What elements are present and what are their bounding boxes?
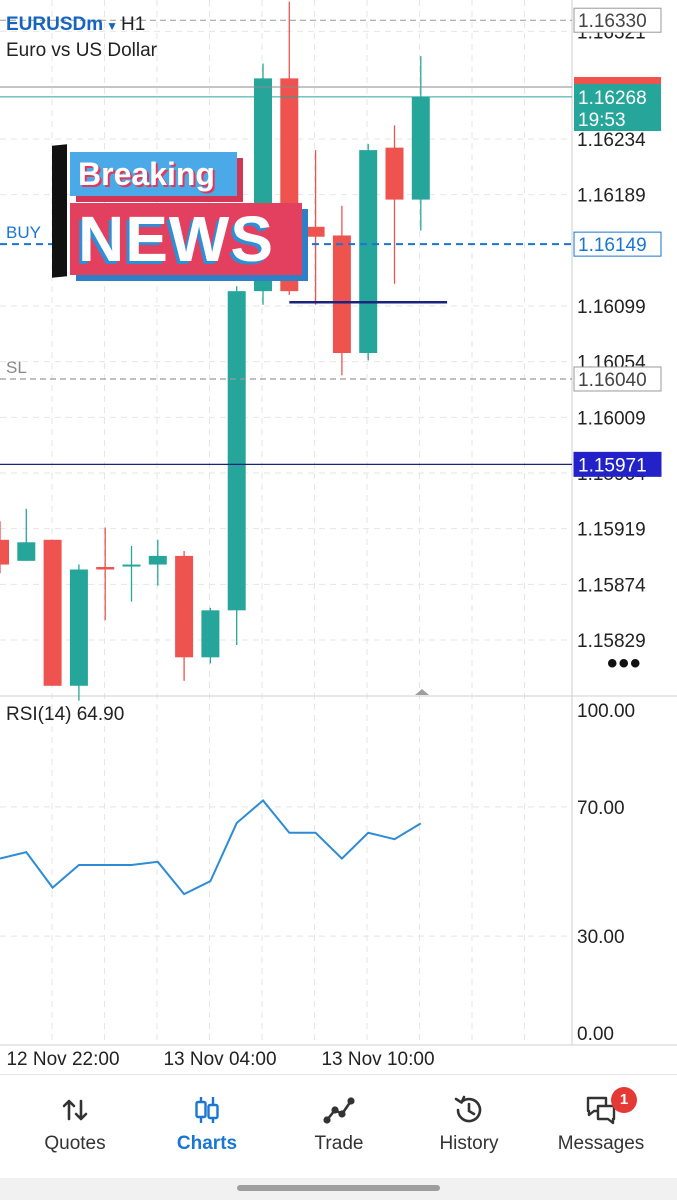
tab-label: Quotes (44, 1133, 106, 1154)
sl-price-label-box (573, 366, 662, 392)
candle-body (411, 96, 430, 200)
time-tick-label: 13 Nov 10:00 (321, 1049, 434, 1070)
tab-trade[interactable]: Trade (274, 1093, 404, 1155)
sl-price-label: 1.16040 (578, 370, 647, 391)
chevron-down-icon: ▼ (106, 19, 119, 33)
quotes-icon (62, 1099, 88, 1121)
candlestick-series (0, 1, 430, 701)
hline-price-label: 1.15971 (578, 455, 647, 476)
candle-body (0, 539, 9, 565)
candle-body (122, 564, 141, 567)
rsi-label: RSI(14) 64.90 (6, 704, 124, 725)
tab-messages[interactable]: Messages 1 (536, 1087, 666, 1155)
trade-icon (323, 1097, 355, 1124)
pane-resize-handle (415, 689, 429, 695)
timeframe-label: H1 (121, 14, 146, 35)
candle-body (385, 147, 404, 200)
price-tick-label: 1.16189 (577, 186, 646, 207)
price-tick-label: 1.16099 (577, 297, 646, 318)
breaking-label: Breaking (70, 152, 237, 196)
home-indicator[interactable] (237, 1185, 440, 1191)
tab-history[interactable]: History (404, 1093, 534, 1155)
symbol-selector[interactable]: EURUSDm ▼ H1 (6, 14, 145, 36)
history-icon (454, 1095, 482, 1123)
candle-body (227, 291, 246, 611)
more-options-icon[interactable]: ••• (607, 647, 642, 680)
top-line-price-label: 1.16330 (578, 11, 647, 32)
current-price-box (574, 84, 661, 131)
candle-body (332, 235, 351, 354)
candle-body (148, 555, 167, 565)
current-price-label: 1.16268 (578, 88, 647, 109)
tab-label: History (439, 1133, 499, 1154)
rsi-line (0, 799, 422, 896)
rsi-tick-label: 100.00 (577, 701, 635, 722)
price-tick-label: 1.16009 (577, 408, 646, 429)
tab-label: Trade (314, 1133, 364, 1154)
symbol-description: Euro vs US Dollar (6, 40, 157, 61)
hline-price-label-box (573, 451, 662, 477)
candle-body (96, 567, 115, 570)
time-axis: 12 Nov 22:00 13 Nov 04:00 13 Nov 10:00 (6, 1049, 434, 1070)
price-tick-label: 1.15829 (577, 631, 646, 652)
tab-quotes[interactable]: Quotes (10, 1093, 140, 1155)
candle-body (359, 150, 378, 354)
candle-body (175, 555, 194, 658)
tab-label: Charts (176, 1133, 238, 1154)
price-tick-label: 1.15874 (577, 575, 646, 596)
candle-body (43, 539, 62, 686)
stop-loss-label: SL (6, 358, 27, 377)
buy-order-label: BUY (6, 223, 41, 242)
price-tick-label: 1.15919 (577, 520, 646, 541)
messages-icon (586, 1096, 616, 1125)
price-tick-label: 1.16234 (577, 130, 646, 151)
rsi-tick-label: 30.00 (577, 927, 625, 948)
top-line-price-label-box (573, 7, 662, 33)
time-tick-label: 13 Nov 04:00 (163, 1049, 276, 1070)
candle-body (306, 226, 325, 237)
tab-label: Messages (557, 1133, 645, 1154)
symbol-name: EURUSDm (6, 14, 104, 35)
news-label: NEWS (70, 203, 302, 275)
buy-price-label-box (573, 231, 662, 257)
breaking-news-overlay: Breaking NEWS (50, 144, 310, 281)
candle-body (201, 610, 220, 658)
charts-icon (195, 1097, 219, 1123)
candle-body (69, 569, 88, 686)
candle-countdown-label: 19:53 (578, 110, 626, 131)
buy-price-label: 1.16149 (578, 235, 647, 256)
news-banner-bar (52, 144, 67, 278)
rsi-tick-label: 0.00 (577, 1024, 614, 1045)
price-axis: 1.163211.162761.162341.161891.160991.160… (573, 7, 662, 652)
candle-body (17, 542, 36, 561)
rsi-tick-label: 70.00 (577, 798, 625, 819)
time-tick-label: 12 Nov 22:00 (6, 1049, 119, 1070)
order-lines: BUY SL (0, 19, 572, 465)
rsi-indicator: RSI(14) 64.90 100.00 70.00 30.00 0.00 (0, 701, 635, 1045)
bottom-tab-bar: Quotes Charts Trade History Messages (0, 1074, 677, 1178)
chart-grid (0, 0, 677, 1046)
messages-badge: 1 (611, 1087, 637, 1113)
tab-charts[interactable]: Charts (142, 1093, 272, 1155)
